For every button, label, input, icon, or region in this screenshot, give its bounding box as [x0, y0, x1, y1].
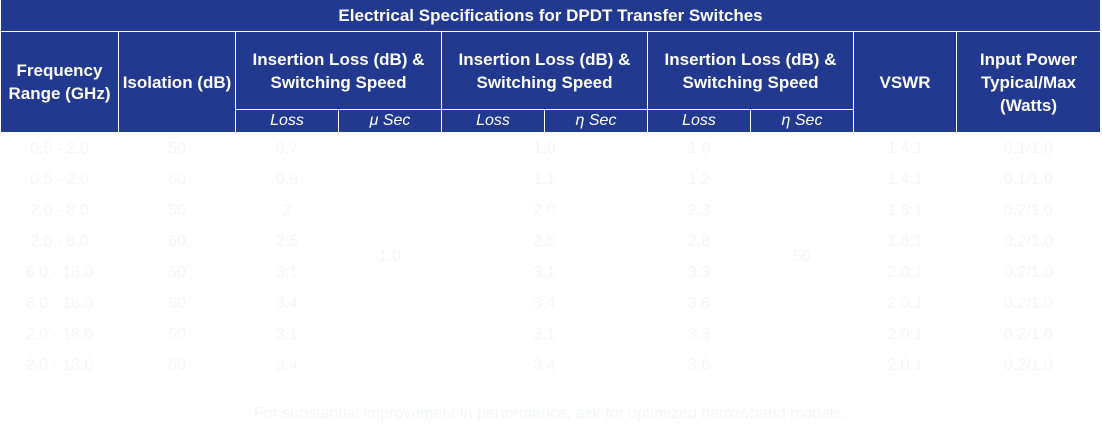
cell-input-power: 0.2/1.0	[1004, 263, 1053, 281]
cell-loss-3: 3.6	[687, 356, 711, 374]
cell-frequency: 0.5 - 2.0	[30, 170, 89, 188]
cell-loss-2: 1.1	[533, 170, 556, 188]
table-row: 2.0 - 8.0 60 2.5 2.5 2.8 1.8:1 0.2/1.0	[1, 226, 1101, 257]
header-frequency-range: Frequency Range (GHz)	[0, 31, 119, 133]
cell-input-power: 0.2/1.0	[1004, 294, 1053, 312]
cell-loss-1: 0.7	[275, 139, 299, 157]
cell-frequency: 6.0 - 18.0	[25, 294, 94, 312]
table-row: 0.5 - 2.0 60 0.9 1.1 1.2 1.4:1 0.1/1.0	[1, 164, 1101, 195]
cell-loss-2: 2.0	[533, 201, 556, 219]
cell-loss-2: 3.1	[533, 325, 556, 343]
cell-isolation: 50	[168, 325, 186, 343]
cell-vswr: 1.8:1	[887, 232, 923, 250]
cell-vswr: 1.4:1	[887, 139, 923, 157]
footnote: For substantial improvement in performan…	[253, 405, 847, 422]
header-insertion-loss-2: Insertion Loss (dB) & Switching Speed	[441, 31, 648, 110]
cell-input-power: 0.2/1.0	[1004, 201, 1053, 219]
cell-vswr: 1.6:1	[887, 201, 923, 219]
cell-input-power: 0.2/1.0	[1004, 325, 1053, 343]
spec-table: Electrical Specifications for DPDT Trans…	[0, 0, 1102, 381]
table-row: 2.0 - 8.0 50 2 2.0 2.3 1.6:1 0.2/1.0	[1, 195, 1101, 226]
cell-loss-1: 3.4	[275, 356, 299, 374]
cell-loss-3: 2.3	[687, 201, 711, 219]
cell-loss-3: 3.6	[687, 294, 711, 312]
cell-frequency: 2.0 - 8.0	[30, 201, 89, 219]
table-row: 6.0 - 18.0 50 3.1 3.1 3.3 2.0:1 0.2/1.0	[1, 257, 1101, 288]
cell-loss-3: 1.0	[687, 139, 711, 157]
cell-loss-1: 2	[282, 201, 292, 219]
cell-loss-3: 2.8	[687, 232, 711, 250]
cell-speed-3: 50	[793, 248, 811, 265]
cell-loss-1: 3.1	[275, 325, 299, 343]
cell-vswr: 2.0:1	[887, 294, 923, 312]
header-vswr: VSWR	[853, 31, 957, 133]
cell-isolation: 50	[168, 139, 186, 157]
cell-vswr: 2.0:1	[887, 325, 923, 343]
cell-isolation: 60	[168, 170, 186, 188]
table-row: 2.0 - 18.0 60 3.4 3.4 3.6 2.0:1 0.2/1.0	[1, 350, 1101, 381]
subheader-loss-2: Loss	[441, 109, 545, 133]
cell-input-power: 0.2/1.0	[1004, 232, 1053, 250]
header-insertion-loss-1: Insertion Loss (dB) & Switching Speed	[235, 31, 442, 110]
cell-loss-2: 3.1	[533, 263, 556, 281]
cell-input-power: 0.1/1.0	[1004, 139, 1053, 157]
subheader-usec-1: μ Sec	[338, 109, 442, 133]
header-isolation: Isolation (dB)	[118, 31, 236, 133]
cell-isolation: 60	[168, 356, 186, 374]
cell-input-power: 0.1/1.0	[1004, 170, 1053, 188]
table-row: 2.0 - 18.0 50 3.1 3.1 3.3 2.0:1 0.2/1.0	[1, 319, 1101, 350]
cell-isolation: 50	[168, 201, 186, 219]
table-title: Electrical Specifications for DPDT Trans…	[0, 0, 1102, 32]
cell-loss-1: 3.4	[275, 294, 299, 312]
cell-loss-2: 3.4	[533, 294, 556, 312]
cell-loss-1: 0.9	[275, 170, 299, 188]
cell-frequency: 6.0 - 18.0	[25, 263, 94, 281]
cell-vswr: 1.4:1	[887, 170, 923, 188]
cell-loss-3: 1.2	[687, 170, 711, 188]
cell-loss-1: 2.5	[275, 232, 299, 250]
cell-loss-2: 2.5	[533, 232, 556, 250]
subheader-loss-3: Loss	[647, 109, 751, 133]
subheader-nsec-2: η Sec	[544, 109, 648, 133]
header-input-power: Input Power Typical/Max (Watts)	[955, 31, 1102, 133]
cell-loss-2: 3.4	[533, 356, 556, 374]
cell-frequency: 2.0 - 8.0	[30, 232, 89, 250]
table-row: 0.5 - 2.0 50 0.7 1.0 1.0 1.0 50 1.4:1 0.…	[1, 133, 1101, 266]
cell-loss-3: 3.3	[687, 325, 711, 343]
cell-loss-3: 3.3	[687, 263, 711, 281]
cell-speed-1: 1.0	[378, 248, 402, 265]
cell-frequency: 2.0 - 18.0	[25, 356, 94, 374]
cell-vswr: 2.0:1	[887, 356, 923, 374]
cell-loss-1: 3.1	[275, 263, 299, 281]
subheader-nsec-3: η Sec	[750, 109, 854, 133]
cell-loss-2: 1.0	[533, 139, 556, 157]
cell-frequency: 0.5 - 2.0	[30, 139, 89, 157]
cell-input-power: 0.2/1.0	[1004, 356, 1053, 374]
cell-vswr: 2.0:1	[887, 263, 923, 281]
table-row: 6.0 - 18.0 60 3.4 3.4 3.6 2.0:1 0.2/1.0	[1, 288, 1101, 319]
cell-isolation: 60	[168, 232, 186, 250]
subheader-loss-1: Loss	[235, 109, 339, 133]
header-insertion-loss-3: Insertion Loss (dB) & Switching Speed	[647, 31, 854, 110]
cell-isolation: 50	[168, 263, 186, 281]
cell-frequency: 2.0 - 18.0	[25, 325, 94, 343]
cell-isolation: 60	[168, 294, 186, 312]
